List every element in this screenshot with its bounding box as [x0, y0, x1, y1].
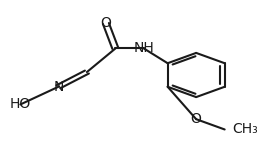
- Text: N: N: [53, 80, 64, 94]
- Text: CH₃: CH₃: [232, 122, 258, 136]
- Text: O: O: [191, 112, 202, 126]
- Text: HO: HO: [10, 98, 31, 111]
- Text: O: O: [100, 16, 111, 30]
- Text: NH: NH: [134, 42, 154, 56]
